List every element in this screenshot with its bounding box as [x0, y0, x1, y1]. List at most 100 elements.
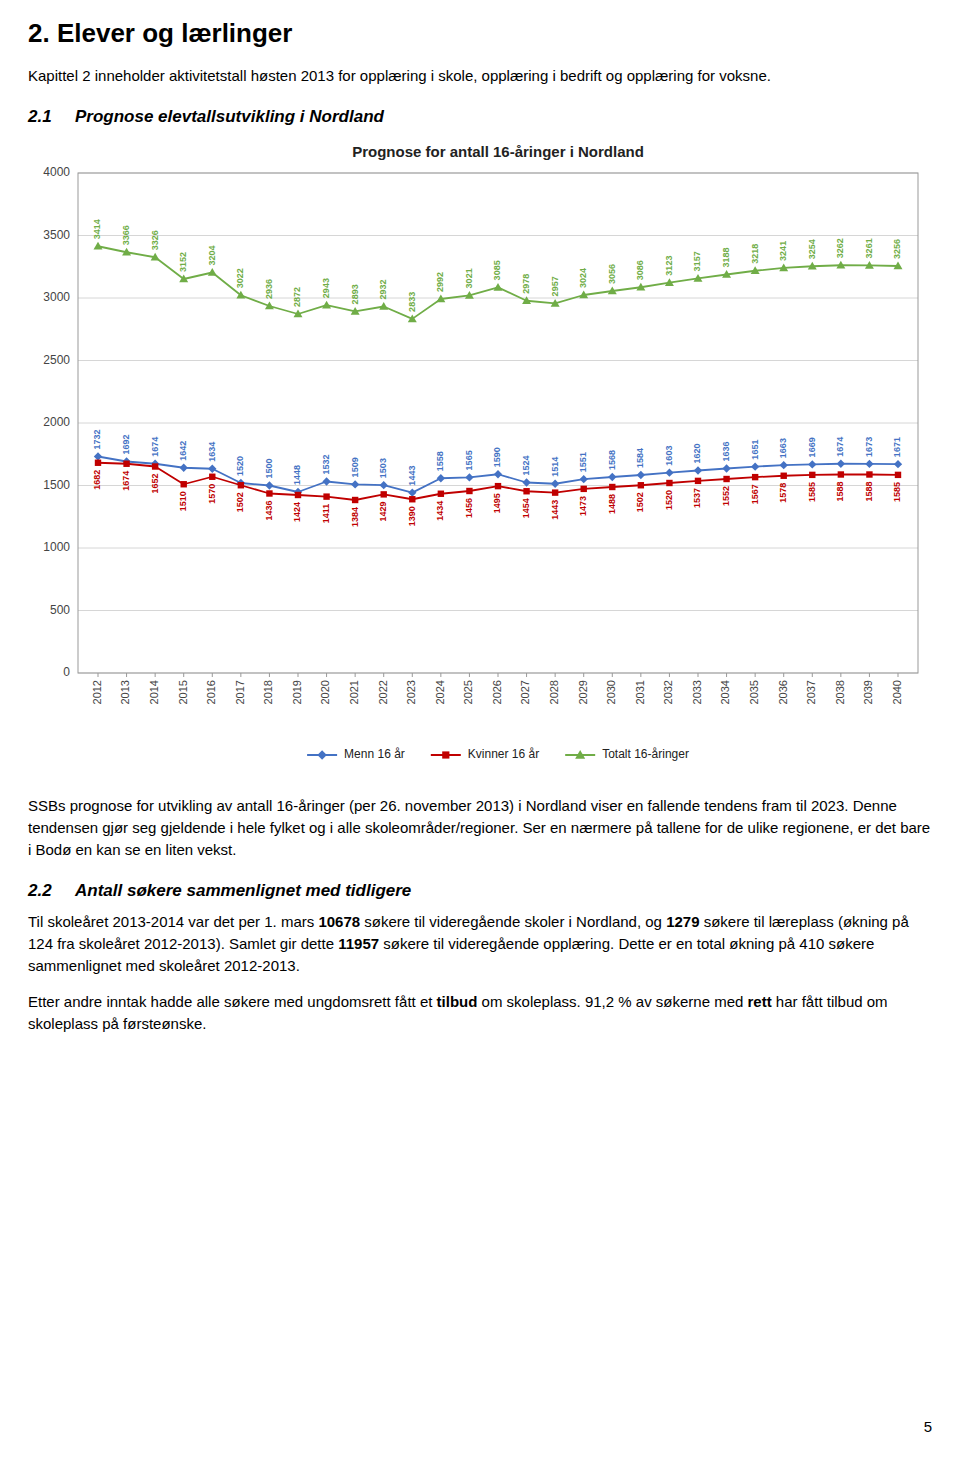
data-label: 1663	[778, 438, 788, 458]
data-label: 1590	[492, 447, 502, 467]
series-marker	[437, 474, 445, 482]
data-label: 2943	[321, 278, 331, 298]
data-label: 2957	[550, 276, 560, 296]
data-label: 1510	[178, 491, 188, 511]
chart-title: Prognose for antall 16-åringer i Nordlan…	[352, 143, 644, 160]
series-marker	[666, 480, 672, 486]
x-tick-label: 2040	[891, 680, 903, 704]
data-label: 1585	[807, 482, 817, 502]
x-tick	[669, 673, 670, 677]
x-tick-label: 2019	[291, 680, 303, 704]
legend-marker	[442, 751, 449, 758]
data-label: 1473	[578, 496, 588, 516]
series-marker	[408, 488, 416, 496]
grid-line	[78, 610, 918, 611]
legend-item: Menn 16 år	[307, 747, 405, 761]
data-label: 2992	[435, 272, 445, 292]
series-marker	[295, 492, 301, 498]
data-label: 3123	[664, 256, 674, 276]
data-label: 3022	[235, 268, 245, 288]
series-marker	[95, 460, 101, 466]
x-tick-label: 2021	[348, 680, 360, 704]
data-label: 1488	[607, 494, 617, 514]
x-tick-label: 2016	[205, 680, 217, 704]
series-marker	[838, 471, 844, 477]
x-tick-label: 2022	[377, 680, 389, 704]
data-label: 3241	[778, 241, 788, 261]
data-label: 1454	[521, 498, 531, 518]
grid-line	[78, 235, 918, 236]
x-tick	[583, 673, 584, 677]
paragraph: Til skoleåret 2013-2014 var det per 1. m…	[28, 911, 932, 977]
paragraph-run: 10678	[318, 913, 360, 930]
x-tick	[783, 673, 784, 677]
x-tick	[326, 673, 327, 677]
x-tick	[840, 673, 841, 677]
data-label: 1552	[721, 486, 731, 506]
series-marker	[465, 473, 473, 481]
data-label: 1642	[178, 441, 188, 461]
x-tick-label: 2030	[605, 680, 617, 704]
series-marker	[94, 242, 103, 250]
x-tick-label: 2033	[691, 680, 703, 704]
x-tick	[555, 673, 556, 677]
data-label: 1384	[350, 507, 360, 527]
data-label: 2893	[350, 284, 360, 304]
series-marker	[694, 466, 702, 474]
series-marker	[495, 483, 501, 489]
x-tick	[183, 673, 184, 677]
data-label: 3157	[692, 251, 702, 271]
series-marker	[636, 283, 645, 291]
series-marker	[579, 291, 588, 299]
series-marker	[265, 481, 273, 489]
plot-frame	[78, 173, 918, 673]
x-tick-label: 2012	[91, 680, 103, 704]
legend-marker	[317, 750, 326, 759]
data-label: 1567	[750, 484, 760, 504]
data-label: 1585	[892, 482, 902, 502]
series-marker	[780, 461, 788, 469]
data-label: 3261	[864, 238, 874, 258]
data-label: 1495	[492, 493, 502, 513]
x-tick	[612, 673, 613, 677]
x-tick-label: 2014	[148, 680, 160, 704]
data-label: 3056	[607, 264, 617, 284]
series-marker	[236, 291, 245, 299]
series-marker	[894, 460, 902, 468]
series-marker	[123, 461, 129, 467]
section-number: 2.2	[28, 881, 75, 901]
series-marker	[551, 299, 560, 307]
series-marker	[152, 463, 158, 469]
paragraph: SSBs prognose for utvikling av antall 16…	[28, 795, 932, 861]
series-marker	[894, 262, 903, 270]
series-marker	[781, 473, 787, 479]
x-tick	[240, 673, 241, 677]
data-label: 1520	[235, 456, 245, 476]
series-marker	[752, 474, 758, 480]
data-label: 1674	[121, 471, 131, 491]
data-label: 1502	[235, 492, 245, 512]
data-label: 2932	[378, 279, 388, 299]
y-tick-label: 3500	[43, 228, 70, 242]
data-label: 2936	[264, 279, 274, 299]
series-marker	[151, 253, 160, 261]
data-label: 3024	[578, 268, 588, 288]
data-label: 3254	[807, 239, 817, 259]
x-tick	[98, 673, 99, 677]
chart: Prognose for antall 16-åringer i Nordlan…	[28, 137, 932, 781]
series-marker	[751, 266, 760, 274]
series-marker	[836, 261, 845, 269]
x-tick	[155, 673, 156, 677]
series-marker	[808, 262, 817, 270]
data-label: 2978	[521, 274, 531, 294]
paragraph-run: 1279	[666, 913, 699, 930]
y-tick-label: 1500	[43, 478, 70, 492]
series-marker	[581, 486, 587, 492]
x-tick	[698, 673, 699, 677]
x-tick	[269, 673, 270, 677]
series-marker	[209, 474, 215, 480]
x-tick	[498, 673, 499, 677]
x-tick-label: 2029	[577, 680, 589, 704]
data-label: 1570	[207, 484, 217, 504]
series-marker	[580, 475, 588, 483]
